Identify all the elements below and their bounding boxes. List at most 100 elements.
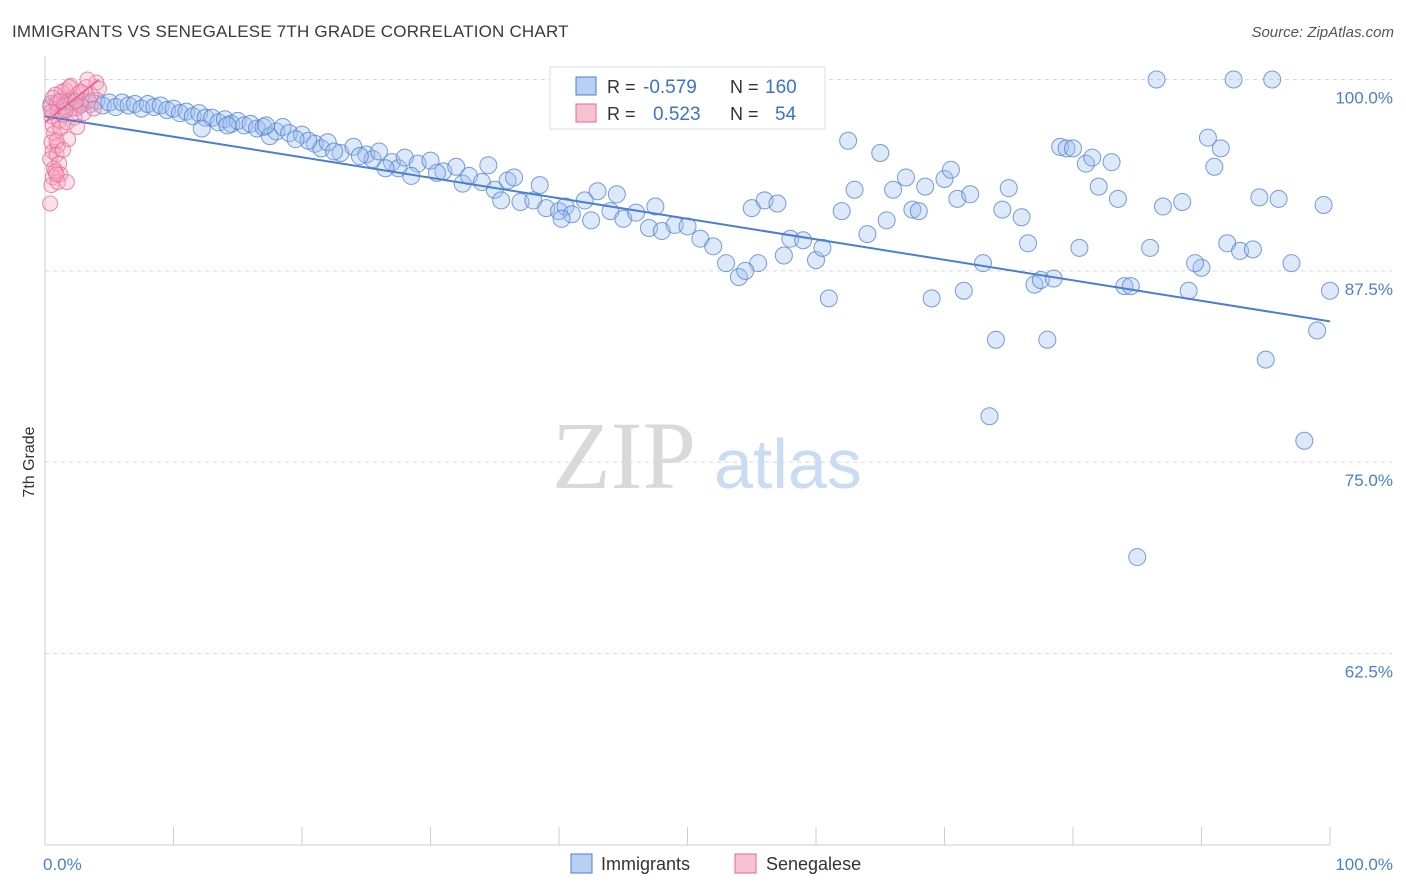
immigrants-point	[125, 94, 144, 113]
senegalese-point	[52, 120, 69, 137]
legend-swatch-senegalese	[734, 853, 757, 874]
stats-legend: R = -0.579 N = 160 R = 0.523 N = 54	[549, 66, 826, 130]
senegalese-point	[54, 141, 71, 158]
y-tick-label: 62.5%	[1345, 663, 1393, 682]
immigrants-point	[1025, 275, 1044, 294]
immigrants-point	[935, 169, 954, 188]
immigrants-point	[922, 289, 941, 308]
immigrants-point	[479, 156, 498, 175]
immigrants-point	[916, 177, 935, 196]
immigrants-point	[1147, 70, 1166, 89]
immigrants-point	[839, 131, 858, 150]
immigrants-point	[941, 160, 960, 179]
immigrants-point	[1153, 197, 1172, 216]
immigrants-point	[177, 102, 196, 121]
chart-title: IMMIGRANTS VS SENEGALESE 7TH GRADE CORRE…	[12, 22, 569, 41]
source-label: Source: ZipAtlas.com	[1251, 24, 1394, 41]
immigrants-point	[1038, 330, 1057, 349]
senegalese-point	[79, 71, 96, 88]
immigrants-point	[1192, 258, 1211, 277]
immigrants-point	[530, 176, 549, 195]
immigrants-point	[986, 330, 1005, 349]
watermark: ZIP atlas	[552, 402, 862, 509]
immigrants-point	[1070, 238, 1089, 257]
senegalese-point	[69, 118, 86, 135]
senegalese-point	[48, 132, 65, 149]
immigrants-point	[768, 194, 787, 213]
immigrants-point	[1224, 70, 1243, 89]
x-tick-label-max: 100.0%	[1335, 855, 1393, 874]
immigrants-point	[607, 185, 626, 204]
immigrants-point	[1012, 208, 1031, 227]
immigrants-point	[1263, 70, 1282, 89]
immigrants-point	[1269, 189, 1288, 208]
immigrants-point	[1108, 189, 1127, 208]
stats-n-senegalese: 54	[775, 104, 797, 125]
immigrants-point	[794, 231, 813, 250]
immigrants-point	[1051, 137, 1070, 156]
immigrants-point	[376, 159, 395, 178]
legend-swatch-immigrants	[570, 853, 593, 874]
immigrants-point	[1083, 148, 1102, 167]
immigrants-point	[1250, 188, 1269, 207]
x-tick-label-min: 0.0%	[43, 855, 82, 874]
immigrants-point	[819, 289, 838, 308]
immigrants-point	[552, 209, 571, 228]
senegalese-point	[85, 100, 102, 117]
immigrants-point	[192, 119, 211, 138]
immigrants-point	[909, 202, 928, 221]
immigrants-point	[1173, 192, 1192, 211]
immigrants-point	[896, 168, 915, 187]
immigrants-point	[1121, 277, 1140, 296]
stats-swatch-senegalese	[575, 103, 597, 123]
stats-swatch-immigrants	[575, 76, 597, 96]
immigrants-point	[1256, 350, 1275, 369]
immigrants-point	[325, 142, 344, 161]
gridlines	[45, 79, 1392, 654]
y-axis-label: 7th Grade	[21, 426, 38, 497]
immigrants-point	[511, 192, 530, 211]
immigrants-point	[1064, 139, 1082, 158]
immigrants-point	[974, 254, 993, 273]
stats-n-label-senegalese: N =	[730, 104, 759, 124]
immigrants-point	[492, 191, 511, 210]
stats-r-label-senegalese: R =	[607, 104, 636, 124]
trend-lines	[44, 78, 1331, 323]
immigrants-point	[704, 237, 723, 256]
immigrants-point	[1321, 281, 1339, 300]
immigrants-point	[1314, 196, 1333, 215]
immigrants-point	[1231, 241, 1250, 260]
immigrants-point	[132, 99, 151, 118]
watermark-zip: ZIP	[552, 402, 696, 509]
immigrants-point	[1115, 277, 1134, 296]
immigrants-point	[980, 407, 999, 426]
immigrants-point	[260, 127, 279, 146]
immigrants-point	[100, 93, 119, 112]
senegalese-points	[42, 71, 107, 212]
stats-n-label-immigrants: N =	[730, 77, 759, 97]
immigrants-point	[1205, 157, 1224, 176]
immigrants-point	[954, 281, 973, 300]
immigrants-point	[1282, 254, 1301, 273]
axes	[44, 56, 1331, 846]
senegalese-point	[42, 195, 59, 212]
watermark-atlas: atlas	[714, 425, 862, 503]
immigrants-point	[1102, 153, 1121, 172]
immigrants-point	[845, 180, 864, 199]
immigrants-point	[582, 211, 601, 230]
immigrants-point	[588, 182, 607, 201]
senegalese-point	[57, 102, 74, 119]
immigrants-point	[1141, 238, 1160, 257]
stats-n-immigrants: 160	[765, 77, 797, 98]
senegalese-trend-line	[44, 78, 100, 124]
immigrants-point	[1198, 128, 1217, 147]
immigrants-point	[884, 180, 903, 199]
immigrants-point	[774, 246, 793, 265]
stats-r-label-immigrants: R =	[607, 77, 636, 97]
immigrants-point	[736, 261, 755, 280]
stats-r-immigrants: -0.579	[643, 77, 697, 98]
immigrants-point	[1308, 321, 1327, 340]
immigrants-point	[299, 131, 318, 150]
immigrants-point	[505, 168, 524, 187]
